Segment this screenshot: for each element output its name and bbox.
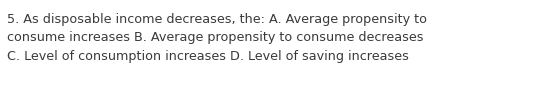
Text: 5. As disposable income decreases, the: A. Average propensity to
consume increas: 5. As disposable income decreases, the: … [7, 13, 427, 63]
